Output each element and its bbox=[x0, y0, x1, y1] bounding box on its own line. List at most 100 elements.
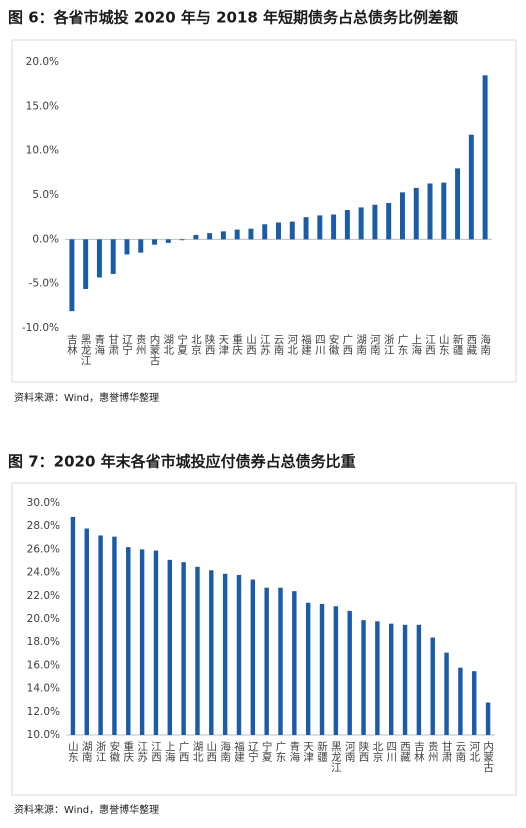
x-tick-label: 湖北 bbox=[191, 741, 203, 762]
bar bbox=[278, 587, 283, 735]
x-tick-label: 新疆 bbox=[452, 333, 464, 356]
bar bbox=[209, 570, 214, 735]
x-tick-label: 吉林 bbox=[413, 741, 425, 763]
bar bbox=[126, 547, 131, 735]
bar bbox=[386, 202, 392, 240]
chart-frame bbox=[11, 482, 517, 796]
x-tick-label: 山东 bbox=[67, 741, 79, 762]
x-tick-label: 浙江 bbox=[95, 741, 107, 762]
bar bbox=[319, 603, 325, 735]
x-tick-label: 安徽 bbox=[328, 333, 340, 356]
x-tick-label: 北京 bbox=[371, 741, 383, 763]
y-tick-label: 22.0% bbox=[27, 590, 60, 602]
y-tick-label: 24.0% bbox=[27, 567, 60, 579]
x-tick-label: 湖南 bbox=[355, 334, 367, 355]
bar bbox=[236, 574, 242, 735]
x-tick-label: 江西 bbox=[150, 741, 162, 762]
x-tick-label: 广西 bbox=[178, 741, 190, 762]
bar bbox=[458, 667, 463, 735]
bar bbox=[303, 217, 309, 240]
bar bbox=[69, 239, 75, 312]
bar bbox=[317, 215, 323, 240]
x-tick-label: 四川 bbox=[385, 741, 397, 762]
x-tick-label: 河南 bbox=[344, 741, 356, 762]
y-tick-label: -10.0% bbox=[22, 322, 59, 334]
bar bbox=[485, 702, 491, 735]
x-tick-label: 福建 bbox=[300, 333, 312, 356]
x-tick-label: 重庆 bbox=[231, 333, 243, 356]
bar bbox=[427, 183, 433, 240]
x-tick-label: 上海 bbox=[410, 334, 422, 356]
bar bbox=[193, 234, 199, 240]
bar bbox=[248, 228, 254, 240]
bar bbox=[110, 239, 116, 274]
x-tick-label: 天津 bbox=[302, 741, 314, 763]
x-tick-label: 内蒙古 bbox=[149, 333, 161, 366]
x-tick-label: 海南 bbox=[479, 333, 491, 355]
bar bbox=[112, 536, 117, 735]
chart-title: 图 7：2020 年末各省市城投应付债券占总债务比重 bbox=[8, 453, 356, 471]
x-tick-label: 山东 bbox=[438, 334, 450, 355]
bar bbox=[402, 624, 408, 735]
bar bbox=[347, 610, 352, 735]
x-tick-label: 广西 bbox=[341, 334, 353, 355]
x-tick-label: 安徽 bbox=[108, 740, 120, 763]
bar bbox=[333, 606, 339, 735]
bar bbox=[84, 528, 89, 735]
bar bbox=[195, 566, 200, 735]
x-tick-label: 贵州 bbox=[135, 333, 147, 355]
y-tick-label: -5.0% bbox=[29, 278, 59, 290]
x-tick-label: 山西 bbox=[205, 741, 217, 762]
x-tick-label: 河北 bbox=[286, 334, 298, 355]
bar bbox=[455, 168, 461, 240]
x-tick-label: 江西 bbox=[424, 334, 436, 355]
bar bbox=[344, 210, 350, 240]
bar bbox=[444, 652, 449, 735]
x-tick-label: 西藏 bbox=[399, 741, 411, 763]
y-tick-label: 14.0% bbox=[27, 683, 60, 695]
x-tick-label: 上海 bbox=[164, 741, 176, 763]
bar bbox=[482, 75, 488, 240]
x-tick-label: 陕西 bbox=[204, 333, 216, 355]
bar bbox=[138, 239, 144, 253]
x-tick-label: 黑龙江 bbox=[330, 741, 342, 773]
x-tick-label: 青海 bbox=[288, 740, 300, 763]
x-tick-label: 四川 bbox=[314, 334, 326, 355]
x-tick-label: 河南 bbox=[369, 334, 381, 355]
bar bbox=[413, 187, 419, 240]
y-tick-label: 26.0% bbox=[27, 543, 60, 555]
bar bbox=[70, 516, 76, 735]
bar bbox=[220, 231, 226, 240]
x-tick-label: 北京 bbox=[190, 334, 202, 356]
x-tick-label: 西藏 bbox=[465, 334, 477, 356]
y-tick-label: 15.0% bbox=[26, 100, 59, 112]
source-note: 资料来源：Wind，惠誉博华整理 bbox=[14, 391, 159, 404]
x-tick-label: 宁夏 bbox=[176, 333, 188, 355]
y-tick-label: 20.0% bbox=[26, 56, 59, 68]
x-tick-label: 江苏 bbox=[259, 334, 271, 356]
x-tick-label: 甘肃 bbox=[441, 740, 453, 763]
x-tick-label: 广东 bbox=[275, 741, 287, 762]
bar bbox=[292, 591, 297, 735]
bar bbox=[153, 550, 159, 735]
y-tick-label: 20.0% bbox=[27, 613, 60, 625]
x-tick-label: 贵州 bbox=[427, 740, 439, 762]
bar bbox=[430, 637, 435, 735]
bar bbox=[441, 182, 447, 240]
x-tick-label: 辽宁 bbox=[247, 741, 259, 762]
bar bbox=[399, 192, 405, 240]
bar bbox=[472, 671, 477, 735]
y-tick-label: 10.0% bbox=[26, 145, 59, 157]
bar bbox=[262, 224, 268, 240]
bar bbox=[305, 602, 311, 735]
bar bbox=[207, 233, 213, 240]
bar bbox=[83, 239, 89, 289]
bar bbox=[289, 221, 295, 240]
x-tick-label: 吉林 bbox=[66, 334, 78, 356]
bar bbox=[96, 239, 102, 278]
x-tick-label: 湖南 bbox=[81, 741, 93, 762]
x-tick-label: 内蒙古 bbox=[482, 740, 494, 773]
x-tick-label: 新疆 bbox=[316, 740, 328, 763]
chart-title: 图 6：各省市城投 2020 年与 2018 年短期债务占总债务比例差额 bbox=[8, 9, 458, 27]
x-tick-label: 辽宁 bbox=[121, 334, 133, 355]
